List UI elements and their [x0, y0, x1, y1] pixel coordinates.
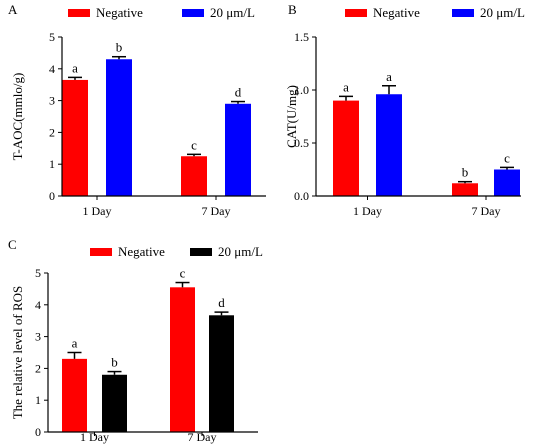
- bar: [333, 100, 359, 196]
- x-tick-label: 7 Day: [472, 204, 501, 218]
- legend-swatch: [182, 9, 204, 17]
- y-axis-label: T-AOC(mmlo/g): [10, 73, 25, 161]
- significance-letter: c: [180, 266, 186, 281]
- x-tick-label: 7 Day: [202, 204, 231, 218]
- y-tick-label: 1.0: [294, 83, 309, 97]
- legend-swatch: [190, 248, 212, 256]
- x-tick-label: 1 Day: [80, 430, 109, 444]
- panel-label: C: [8, 237, 17, 252]
- legend-swatch: [452, 9, 474, 17]
- significance-letter: a: [386, 69, 392, 84]
- chart-panel-c: C Negative 20 μm/L a b 1 Day c d 7 Day 0 1 2 3 4 5 The …: [8, 237, 263, 444]
- chart-panel-b: B Negative 20 μm/L a a 1 Day b c 7 Day 0.0 0.5 1.0 1…: [284, 2, 525, 218]
- y-tick-label: 1.5: [294, 30, 309, 44]
- significance-letter: a: [72, 336, 78, 351]
- y-tick-label: 1: [49, 157, 55, 171]
- x-tick-label: 1 Day: [83, 204, 112, 218]
- y-tick-label: 0.0: [294, 189, 309, 203]
- legend-label: Negative: [118, 244, 165, 259]
- bar: [181, 156, 207, 196]
- legend-swatch: [345, 9, 367, 17]
- y-tick-label: 3: [49, 94, 55, 108]
- x-tick-label: 1 Day: [353, 204, 382, 218]
- y-axis-label: The relative level of ROS: [10, 286, 25, 420]
- significance-letter: b: [111, 355, 118, 370]
- y-axis-label: CAT(U/mg): [284, 85, 299, 148]
- y-tick-label: 4: [35, 298, 41, 312]
- y-tick-label: 1: [35, 393, 41, 407]
- significance-letter: d: [218, 295, 225, 310]
- chart-panel-a: A Negative 20 μm/L a b 1 Day c d 7 Day 0 1 2 3 4 5 T-AO…: [8, 2, 266, 218]
- legend-label: 20 μm/L: [218, 244, 263, 259]
- bar: [209, 315, 234, 432]
- panel-label: B: [288, 2, 297, 17]
- bar: [225, 103, 251, 196]
- y-tick-label: 0: [35, 425, 41, 439]
- bar: [376, 94, 402, 196]
- bar: [62, 79, 88, 196]
- legend-label: Negative: [96, 5, 143, 20]
- legend-swatch: [90, 248, 112, 256]
- significance-letter: d: [235, 85, 242, 100]
- bar: [170, 287, 195, 432]
- bar: [62, 358, 87, 432]
- y-tick-label: 4: [49, 62, 55, 76]
- y-tick-label: 2: [49, 125, 55, 139]
- significance-letter: b: [116, 40, 123, 55]
- significance-letter: b: [462, 165, 469, 180]
- x-tick-label: 7 Day: [188, 430, 217, 444]
- bar: [452, 183, 478, 196]
- panel-label: A: [8, 2, 18, 17]
- legend-label: Negative: [373, 5, 420, 20]
- bar: [102, 374, 127, 432]
- significance-letter: a: [72, 60, 78, 75]
- bar: [494, 169, 520, 196]
- significance-letter: c: [504, 150, 510, 165]
- y-tick-label: 3: [35, 330, 41, 344]
- legend-label: 20 μm/L: [210, 5, 255, 20]
- y-tick-label: 5: [35, 266, 41, 280]
- significance-letter: c: [191, 137, 197, 152]
- legend-swatch: [68, 9, 90, 17]
- legend-label: 20 μm/L: [480, 5, 525, 20]
- y-tick-label: 2: [35, 361, 41, 375]
- bar: [106, 59, 132, 197]
- y-tick-label: 5: [49, 30, 55, 44]
- significance-letter: a: [343, 79, 349, 94]
- y-tick-label: 0: [49, 189, 55, 203]
- y-tick-label: 0.5: [294, 136, 309, 150]
